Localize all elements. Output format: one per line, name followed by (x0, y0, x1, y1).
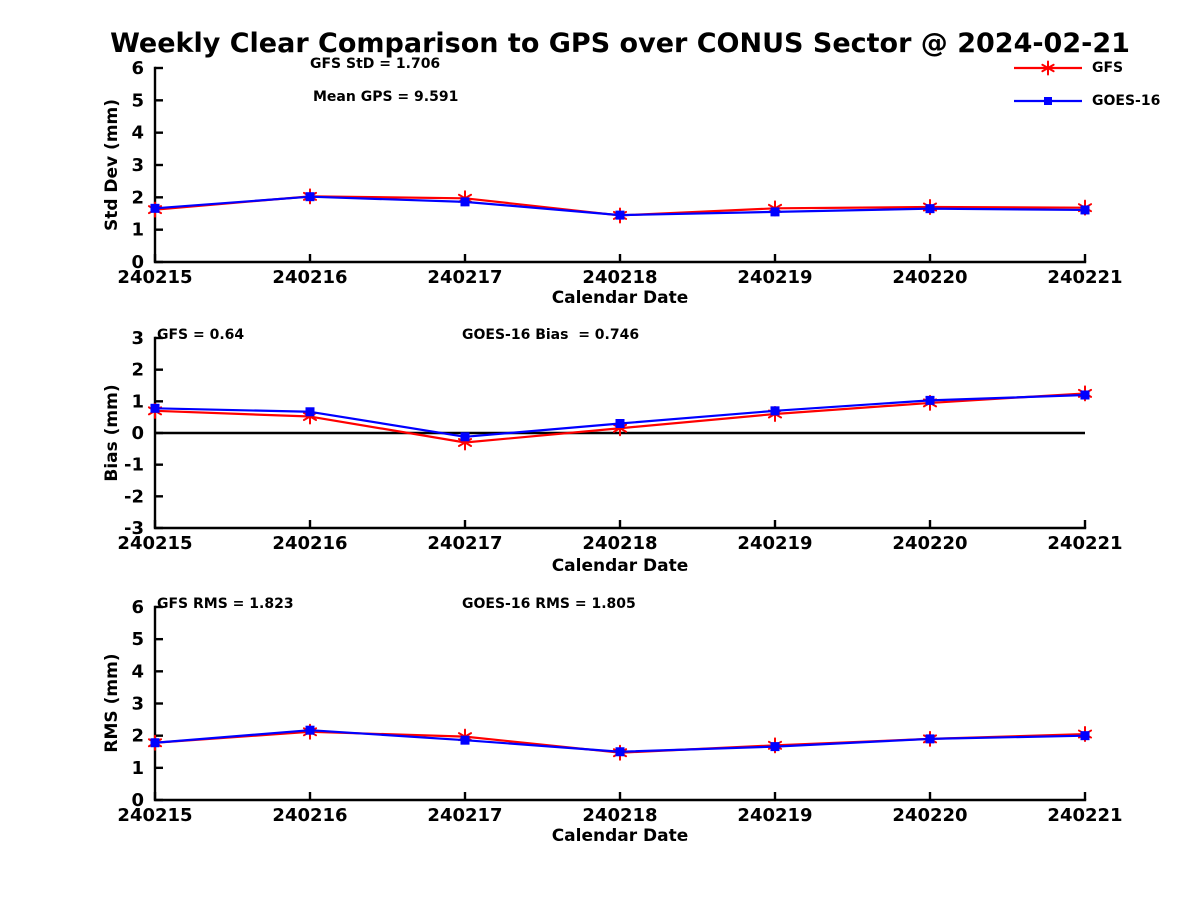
legend-entry-gfs: GFS (1012, 60, 1197, 76)
ylabel-bias: Bias (mm) (102, 384, 122, 482)
ylabel-rms: RMS (mm) (102, 653, 122, 753)
svg-text:2: 2 (131, 360, 144, 381)
legend: GFS GOES-16 (1012, 60, 1197, 126)
xlabel-bias: Calendar Date (551, 556, 689, 576)
svg-text:240220: 240220 (892, 267, 967, 288)
svg-text:240216: 240216 (272, 805, 347, 826)
annotation-gfs-std: GFS StD = 1.706 (310, 56, 441, 72)
xlabel-stddev: Calendar Date (551, 288, 689, 308)
svg-text:240215: 240215 (117, 805, 192, 826)
ylabel-stddev: Std Dev (mm) (102, 98, 122, 232)
svg-text:5: 5 (131, 90, 144, 111)
gfs-line-asterisk-icon (1014, 60, 1082, 76)
svg-text:0: 0 (131, 252, 144, 273)
svg-text:240217: 240217 (427, 533, 502, 554)
svg-text:240217: 240217 (427, 805, 502, 826)
goes16-line-square-icon (1014, 97, 1082, 105)
svg-text:-3: -3 (124, 518, 144, 539)
legend-label-gfs: GFS (1092, 60, 1124, 76)
svg-text:4: 4 (131, 661, 144, 682)
chart-title: Weekly Clear Comparison to GPS over CONU… (110, 28, 1130, 59)
svg-text:240221: 240221 (1047, 267, 1122, 288)
svg-text:5: 5 (131, 629, 144, 650)
svg-text:240221: 240221 (1047, 805, 1122, 826)
svg-text:240218: 240218 (582, 805, 657, 826)
svg-text:4: 4 (131, 123, 144, 144)
svg-text:240220: 240220 (892, 805, 967, 826)
svg-text:3: 3 (131, 694, 144, 715)
svg-text:240219: 240219 (737, 805, 812, 826)
svg-text:240215: 240215 (117, 533, 192, 554)
svg-text:6: 6 (131, 58, 144, 79)
svg-text:240216: 240216 (272, 533, 347, 554)
svg-text:240220: 240220 (892, 533, 967, 554)
annotation-mean-gps: Mean GPS = 9.591 (313, 89, 459, 105)
legend-label-goes16: GOES-16 (1092, 93, 1161, 109)
svg-text:240216: 240216 (272, 267, 347, 288)
svg-text:3: 3 (131, 328, 144, 349)
annotation-goes16-rms: GOES-16 RMS = 1.805 (462, 596, 636, 612)
svg-text:240219: 240219 (737, 533, 812, 554)
svg-text:3: 3 (131, 155, 144, 176)
svg-text:2: 2 (131, 187, 144, 208)
svg-text:240218: 240218 (582, 533, 657, 554)
svg-text:240215: 240215 (117, 267, 192, 288)
svg-text:2: 2 (131, 726, 144, 747)
annotation-gfs-bias: GFS = 0.64 (157, 327, 245, 343)
svg-text:240219: 240219 (737, 267, 812, 288)
svg-text:240218: 240218 (582, 267, 657, 288)
xlabel-rms: Calendar Date (551, 826, 689, 846)
annotation-goes16-bias: GOES-16 Bias = 0.746 (462, 327, 640, 343)
svg-text:-2: -2 (124, 486, 144, 507)
svg-text:6: 6 (131, 597, 144, 618)
svg-text:0: 0 (131, 790, 144, 811)
svg-text:1: 1 (131, 391, 144, 412)
svg-text:240217: 240217 (427, 267, 502, 288)
annotation-gfs-rms: GFS RMS = 1.823 (157, 596, 294, 612)
svg-text:240221: 240221 (1047, 533, 1122, 554)
svg-text:-1: -1 (124, 455, 144, 476)
svg-text:0: 0 (131, 423, 144, 444)
legend-entry-goes16: GOES-16 (1012, 93, 1197, 109)
svg-text:1: 1 (131, 758, 144, 779)
svg-text:1: 1 (131, 220, 144, 241)
